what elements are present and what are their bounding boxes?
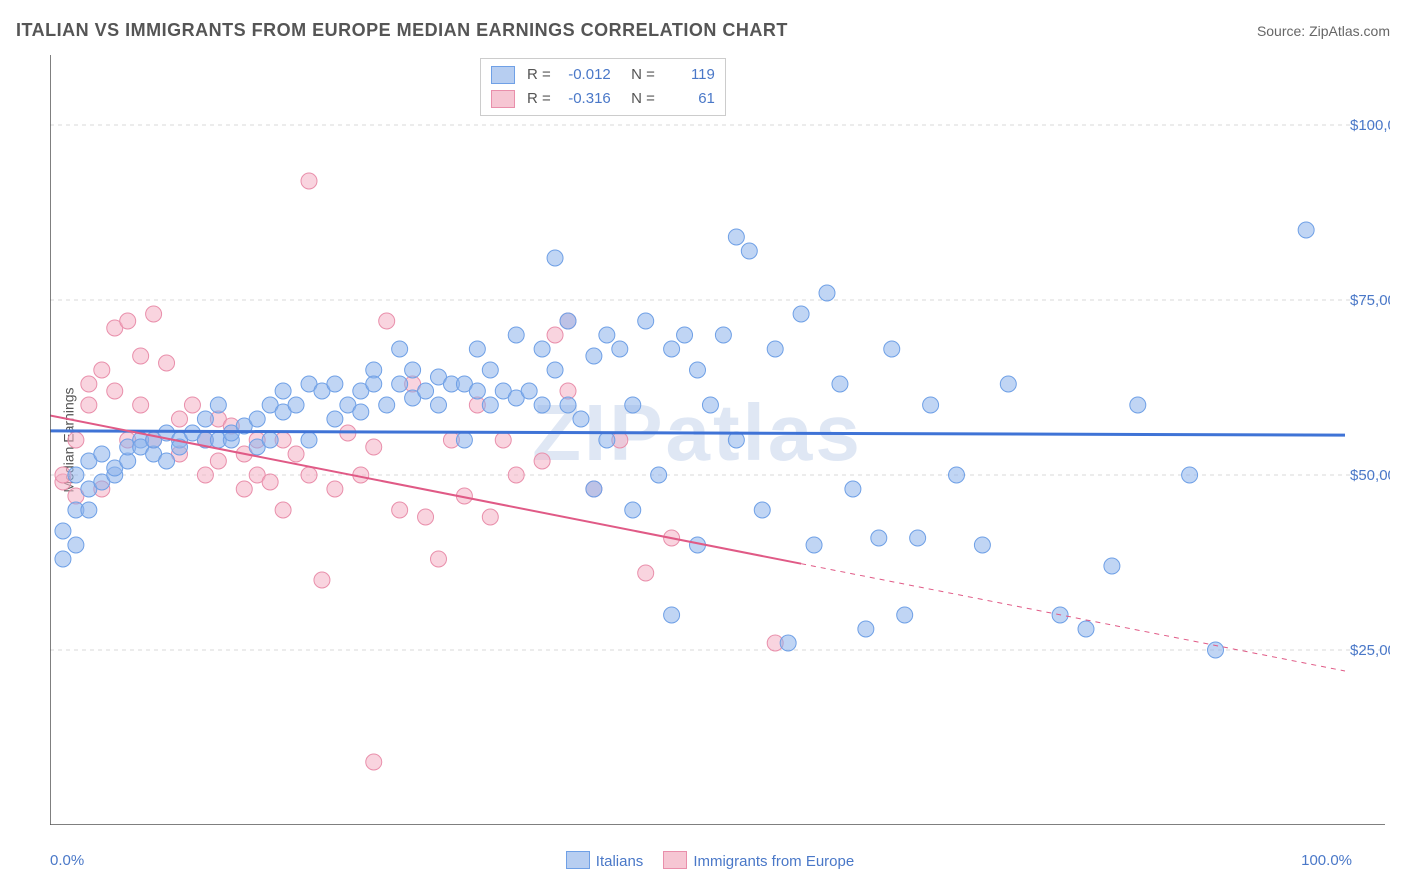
source-name: ZipAtlas.com	[1309, 23, 1390, 39]
correlation-legend: R =-0.012 N =119R =-0.316 N =61	[480, 58, 726, 116]
legend-swatch-icon	[663, 851, 687, 869]
legend-r-value: -0.316	[557, 87, 611, 111]
series-legend-item: Immigrants from Europe	[663, 853, 854, 870]
series-legend-item: Italians	[566, 853, 644, 870]
correlation-legend-row: R =-0.316 N =61	[491, 87, 715, 111]
bottom-legend: 0.0% Italians Immigrants from Europe 100.…	[50, 840, 1390, 880]
legend-n-label: N =	[631, 87, 655, 111]
series-legend-label: Italians	[596, 853, 644, 870]
x-axis-start-label: 0.0%	[50, 852, 84, 869]
legend-n-label: N =	[631, 63, 655, 87]
legend-r-label: R =	[527, 63, 551, 87]
series-legend-label: Immigrants from Europe	[693, 853, 854, 870]
chart-title: ITALIAN VS IMMIGRANTS FROM EUROPE MEDIAN…	[16, 20, 788, 41]
legend-r-value: -0.012	[557, 63, 611, 87]
legend-n-value: 119	[661, 63, 715, 87]
legend-swatch-icon	[491, 66, 515, 84]
series-legend: Italians Immigrants from Europe	[566, 851, 874, 870]
correlation-legend-row: R =-0.012 N =119	[491, 63, 715, 87]
header: ITALIAN VS IMMIGRANTS FROM EUROPE MEDIAN…	[16, 20, 1390, 41]
x-axis-end-label: 100.0%	[1301, 852, 1352, 869]
svg-text:$75,000: $75,000	[1350, 292, 1390, 309]
legend-swatch-icon	[491, 90, 515, 108]
svg-text:$100,000: $100,000	[1350, 117, 1390, 134]
svg-text:$50,000: $50,000	[1350, 467, 1390, 484]
plot-area: Median Earnings $25,000$50,000$75,000$10…	[50, 55, 1390, 825]
scatter-plot-svg: $25,000$50,000$75,000$100,000ZIPatlas	[50, 55, 1390, 825]
legend-n-value: 61	[661, 87, 715, 111]
source-prefix: Source:	[1257, 23, 1309, 39]
svg-text:$25,000: $25,000	[1350, 642, 1390, 659]
source-attribution: Source: ZipAtlas.com	[1257, 23, 1390, 39]
legend-r-label: R =	[527, 87, 551, 111]
legend-swatch-icon	[566, 851, 590, 869]
